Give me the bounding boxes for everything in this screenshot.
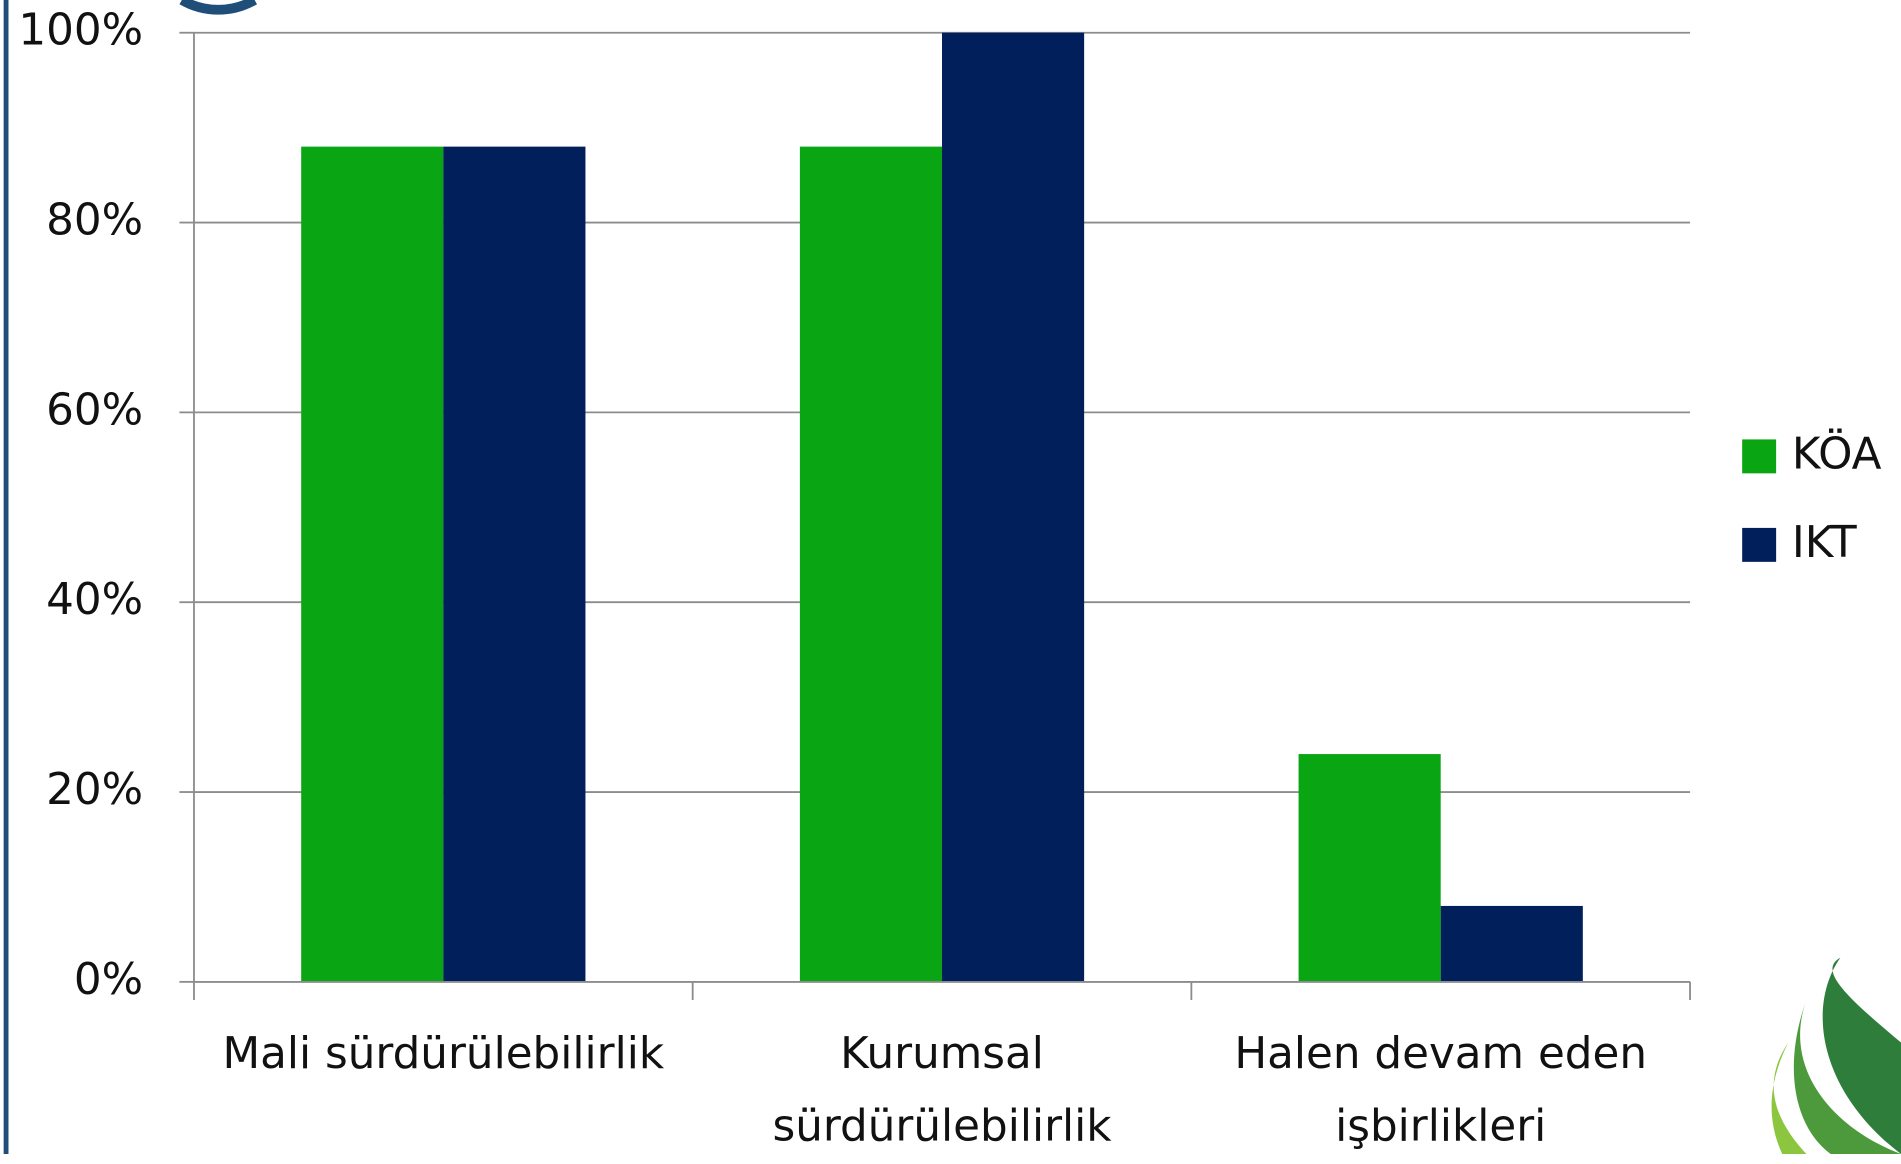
y-tick-label: 20% [46,764,143,815]
x-tick-label: Mali sürdürülebilirlik [222,1029,665,1079]
x-tick-label: Halen devam eden işbirlikleri [1234,1029,1648,1152]
legend-swatch [1742,527,1777,562]
x-tick-label: Kurumsal sürdürülebilirlik [772,1029,1112,1152]
bar [1440,905,1583,982]
y-tick-label: 40% [46,574,143,625]
y-tick-label: 80% [46,195,143,246]
decor-logo [1771,957,1901,1154]
y-tick-label: 100% [18,5,143,56]
bar [799,146,943,982]
bar [1298,754,1441,982]
legend-label: IKT [1792,517,1857,568]
legend-swatch [1742,439,1777,474]
bar [301,146,444,982]
bar [443,146,586,982]
bar [942,32,1085,982]
y-tick-label: 60% [46,384,143,435]
logo-fragment [179,0,258,15]
left-border [3,0,9,1154]
y-tick-label: 0% [74,954,143,1005]
legend-label: KÖA [1792,427,1882,479]
